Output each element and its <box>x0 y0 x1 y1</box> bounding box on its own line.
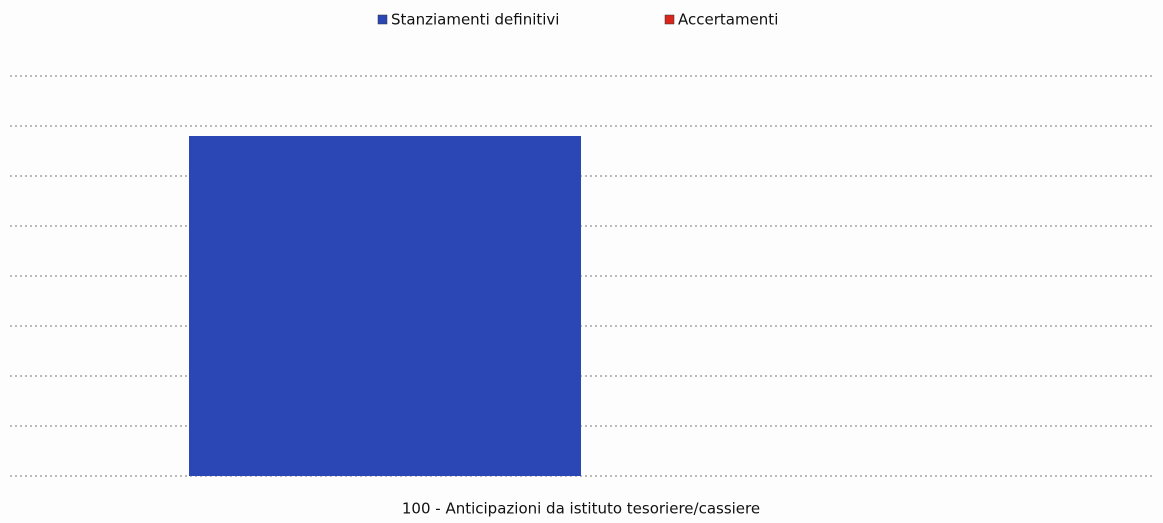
legend-label: Stanziamenti definitivi <box>391 11 559 29</box>
legend-swatch <box>377 14 388 25</box>
legend-label: Accertamenti <box>678 11 778 29</box>
x-tick-label: 100 - Anticipazioni da istituto tesorier… <box>402 500 760 518</box>
bar <box>189 136 581 476</box>
legend-swatch <box>664 14 675 25</box>
